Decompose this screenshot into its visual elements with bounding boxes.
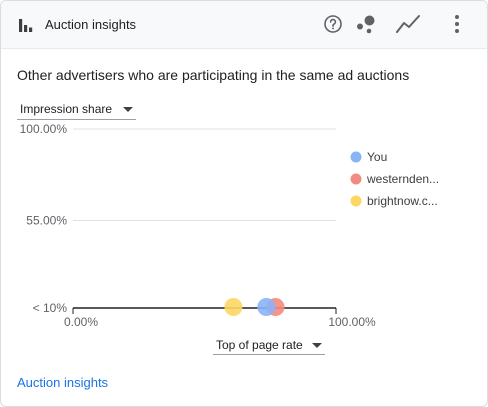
help-button[interactable] — [321, 12, 345, 36]
line-chart-icon — [396, 15, 420, 33]
help-circle-icon — [324, 15, 342, 33]
x-tick-label: 0.00% — [64, 315, 98, 329]
auction-insights-link[interactable]: Auction insights — [17, 375, 109, 390]
scatter-point[interactable] — [257, 298, 276, 316]
legend-swatch — [350, 195, 362, 207]
caret-down-icon — [312, 343, 322, 348]
y-tick-label: < 10% — [33, 301, 68, 315]
legend-swatch — [350, 173, 362, 185]
bubble-chart-icon — [357, 15, 375, 34]
card-title: Auction insights — [45, 17, 137, 32]
y-tick-label: 100.00% — [20, 122, 68, 136]
line-chart-button[interactable] — [396, 12, 420, 36]
bubble-chart-button[interactable] — [354, 12, 378, 36]
legend-label: You — [367, 150, 387, 164]
bar-chart-icon — [18, 17, 34, 33]
metric-dropdown-label: Impression share — [20, 102, 113, 116]
card-subtitle: Other advertisers who are participating … — [17, 67, 410, 83]
x-tick-label: 100.00% — [328, 315, 376, 329]
legend-swatch — [350, 151, 362, 163]
scatter-point[interactable] — [224, 298, 243, 316]
card-header: Auction insights — [1, 1, 487, 49]
legend-label: brightnow.c... — [367, 194, 438, 208]
legend-label: westernden... — [366, 172, 439, 186]
x-axis-metric-dropdown-label: Top of page rate — [216, 338, 303, 352]
more-vert-icon — [455, 15, 459, 33]
scatter-chart: 100.00% 55.00% < 10%0.00% 100.00% You wester… — [20, 122, 439, 329]
more-options-button[interactable] — [445, 12, 469, 36]
metric-dropdown[interactable]: Impression share — [17, 101, 136, 120]
y-tick-label: 55.00% — [26, 214, 67, 228]
caret-down-icon — [123, 107, 133, 112]
x-axis-metric-dropdown[interactable]: Top of page rate — [213, 337, 325, 355]
